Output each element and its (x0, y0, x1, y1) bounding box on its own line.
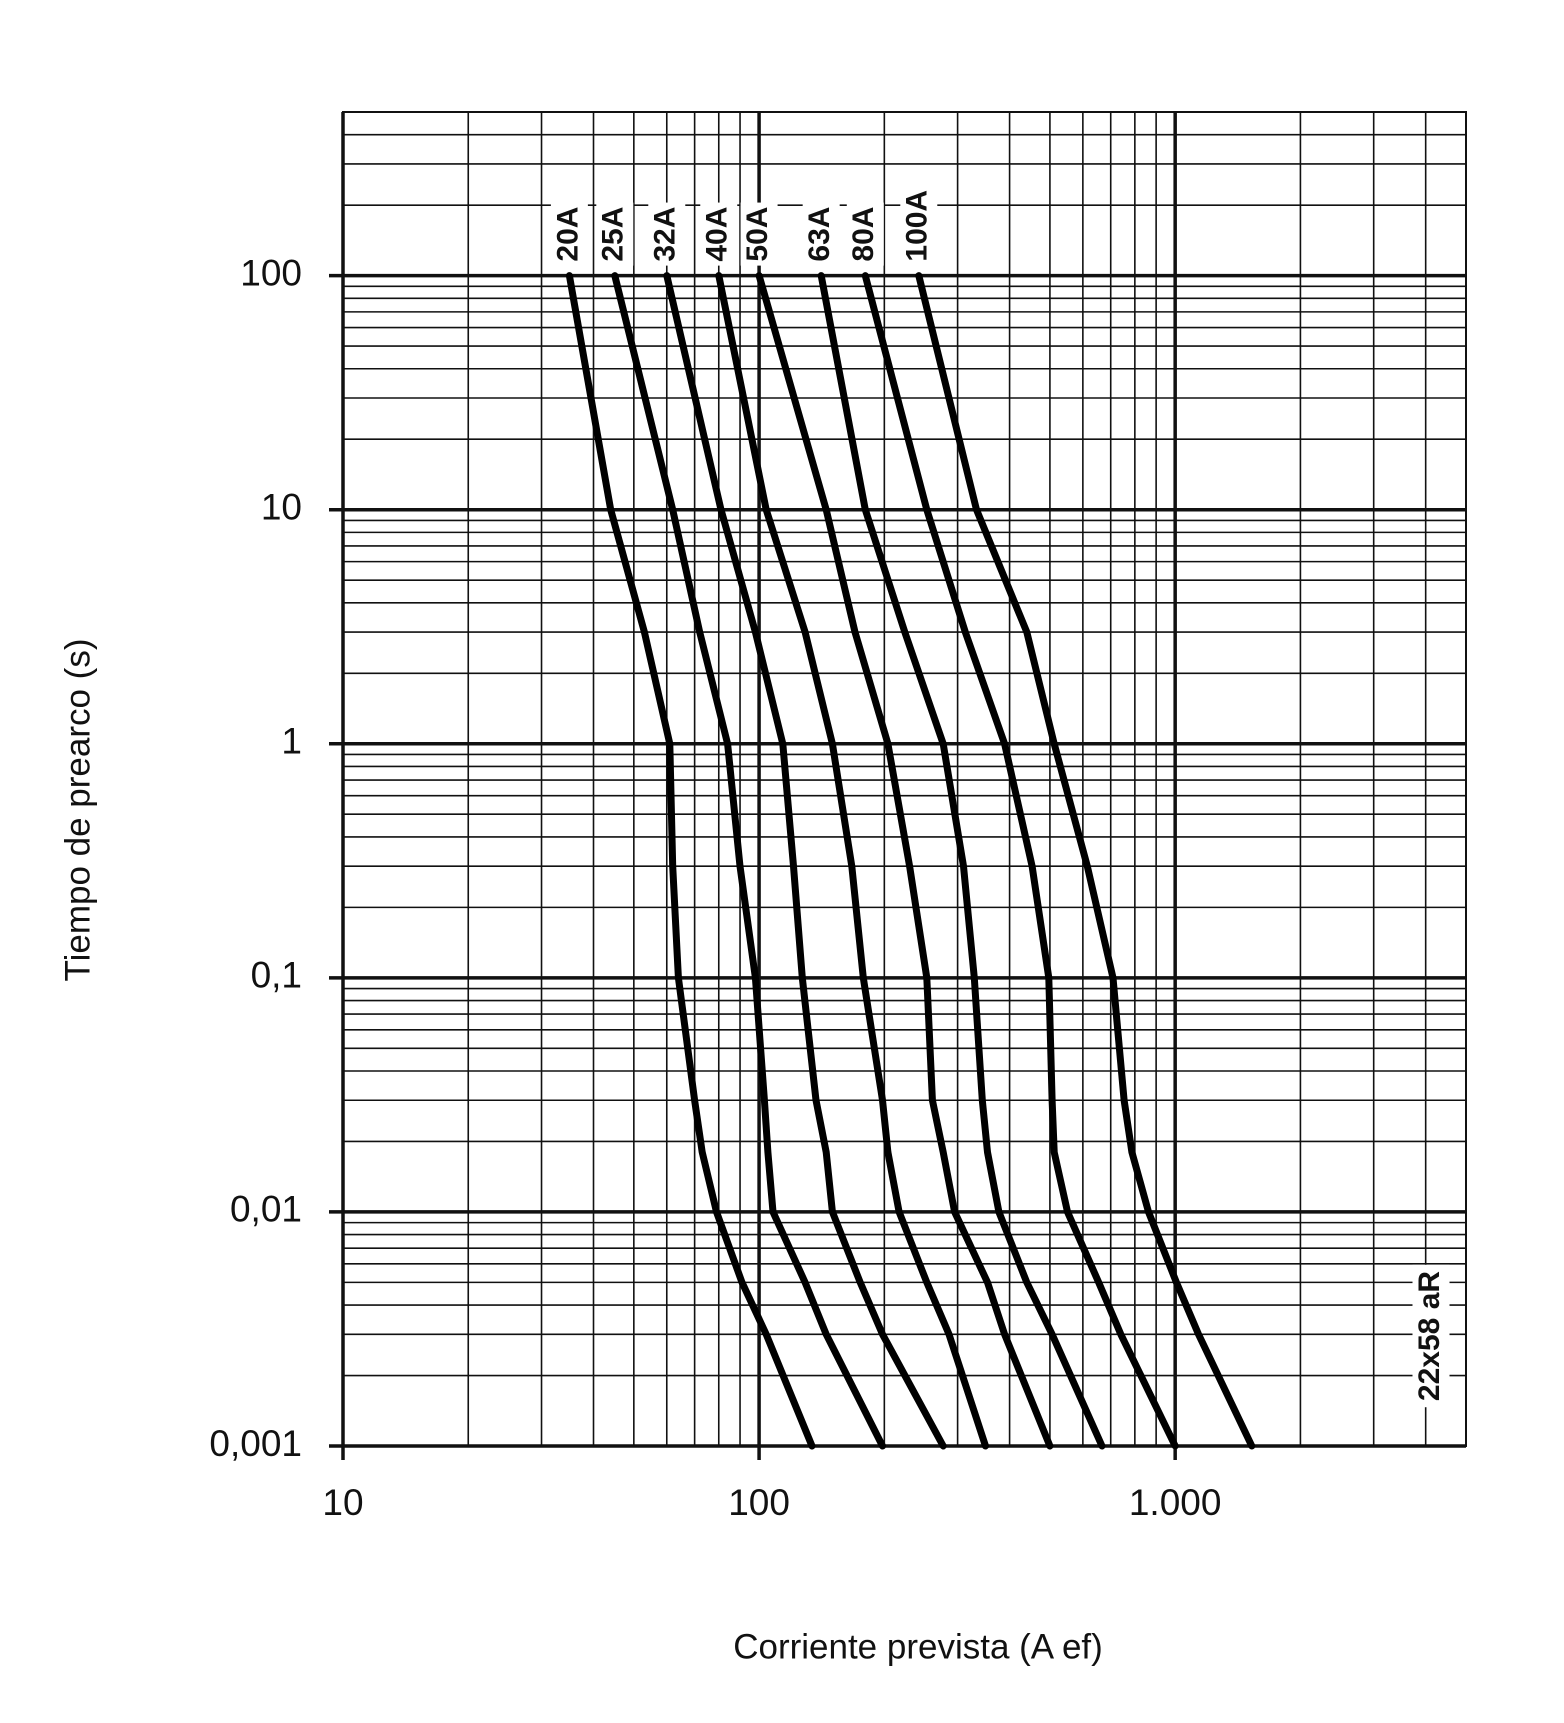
series-label: 80A (847, 207, 880, 262)
annotation: 22x58 aR (1413, 1271, 1446, 1401)
y-tick-label: 0,001 (209, 1423, 302, 1464)
y-tick-label: 1 (281, 721, 302, 762)
x-axis-title: Corriente prevista (A ef) (733, 1627, 1103, 1666)
series-label: 32A (649, 207, 682, 262)
fuse-curve (915, 272, 1256, 1450)
fuse-curve (817, 272, 1106, 1450)
label-background (740, 202, 778, 266)
labels: 10 100 1.000 0,001 0,01 0,1 1 10 100 20A 25A 32A 40A… (209, 185, 1450, 1523)
label-background (700, 202, 738, 266)
series-label: 63A (803, 207, 836, 262)
series-label: 25A (597, 207, 630, 262)
label-background (802, 202, 840, 266)
y-axis-title: Tiempo de prearco (s) (58, 639, 97, 982)
annotation-background (1412, 1264, 1450, 1408)
fuse-curve (861, 272, 1179, 1450)
fuse-curve (715, 272, 989, 1450)
label-background (596, 202, 634, 266)
series-label: 20A (551, 207, 584, 262)
y-tick-label: 0,1 (251, 955, 302, 996)
label-background (846, 202, 884, 266)
x-tick-label: 10 (322, 1482, 363, 1523)
fuse-curve (663, 272, 947, 1450)
x-tick-label: 1.000 (1129, 1482, 1222, 1523)
fuse-curve (565, 272, 816, 1450)
series-label: 40A (701, 207, 734, 262)
y-tick-label: 10 (261, 486, 302, 527)
label-background (900, 185, 938, 266)
y-tick-label: 100 (240, 252, 302, 293)
label-background (648, 202, 686, 266)
fuse-curve (611, 272, 886, 1450)
x-tick-label: 100 (728, 1482, 790, 1523)
series-label: 100A (901, 190, 934, 262)
curves (565, 272, 1256, 1450)
series-label: 50A (741, 207, 774, 262)
y-tick-label: 0,01 (230, 1189, 302, 1230)
label-background (550, 202, 588, 266)
fuse-curve (755, 272, 1054, 1450)
